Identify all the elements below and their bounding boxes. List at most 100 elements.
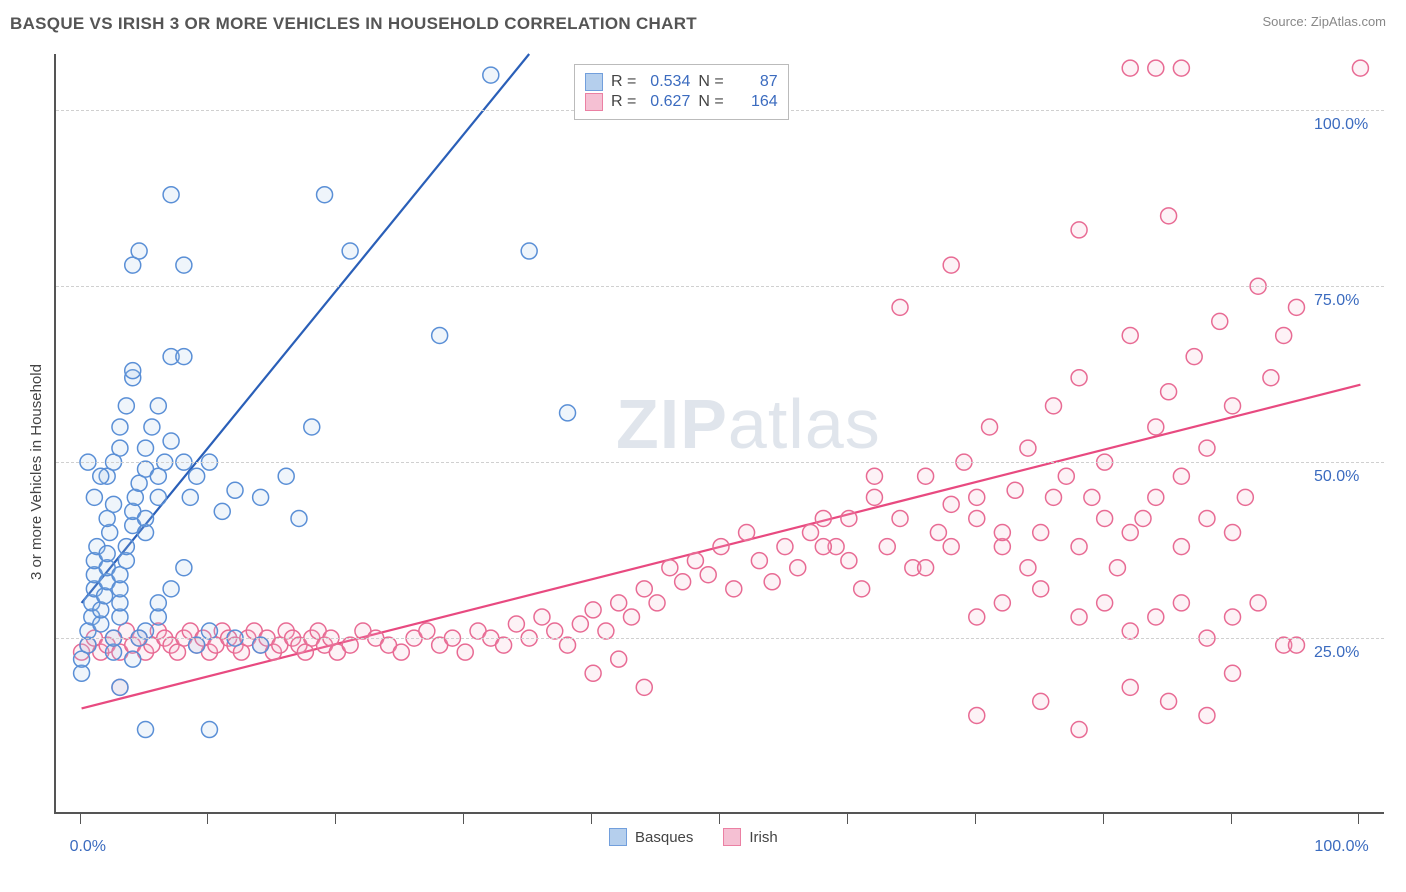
data-point: [1033, 525, 1049, 541]
data-point: [1237, 489, 1253, 505]
data-point: [144, 419, 160, 435]
data-point: [572, 616, 588, 632]
data-point: [125, 651, 141, 667]
data-point: [918, 560, 934, 576]
data-point: [1020, 440, 1036, 456]
data-point: [1199, 440, 1215, 456]
data-point: [585, 665, 601, 681]
data-point: [969, 510, 985, 526]
data-point: [700, 567, 716, 583]
data-point: [1225, 398, 1241, 414]
data-point: [118, 398, 134, 414]
stats-r-label: R =: [611, 73, 636, 91]
data-point: [176, 257, 192, 273]
data-point: [1122, 60, 1138, 76]
data-point: [102, 525, 118, 541]
legend-swatch: [609, 828, 627, 846]
y-tick-label: 25.0%: [1314, 644, 1359, 662]
data-point: [854, 581, 870, 597]
stats-n-label: N =: [698, 73, 723, 91]
data-point: [815, 539, 831, 555]
data-point: [611, 651, 627, 667]
data-point: [1225, 665, 1241, 681]
data-point: [163, 433, 179, 449]
data-point: [1071, 370, 1087, 386]
x-tick: [591, 814, 592, 824]
data-point: [1122, 327, 1138, 343]
data-point: [1122, 623, 1138, 639]
data-point: [1173, 539, 1189, 555]
data-point: [982, 419, 998, 435]
data-point: [1352, 60, 1368, 76]
data-point: [918, 468, 934, 484]
data-point: [189, 637, 205, 653]
data-point: [93, 468, 109, 484]
data-point: [1097, 595, 1113, 611]
data-point: [1148, 419, 1164, 435]
data-point: [930, 525, 946, 541]
data-point: [943, 496, 959, 512]
data-point: [496, 637, 512, 653]
data-point: [713, 539, 729, 555]
stats-n-value: 87: [732, 73, 778, 91]
data-point: [150, 595, 166, 611]
data-point: [687, 553, 703, 569]
data-point: [879, 539, 895, 555]
data-point: [131, 243, 147, 259]
data-point: [432, 327, 448, 343]
data-point: [1071, 539, 1087, 555]
data-point: [560, 405, 576, 421]
x-tick: [1103, 814, 1104, 824]
data-point: [1161, 384, 1177, 400]
legend-label: Basques: [635, 829, 693, 846]
data-point: [1225, 525, 1241, 541]
chart-title: BASQUE VS IRISH 3 OR MORE VEHICLES IN HO…: [10, 14, 697, 34]
data-point: [150, 468, 166, 484]
data-point: [393, 644, 409, 660]
data-point: [560, 637, 576, 653]
data-point: [1199, 707, 1215, 723]
data-point: [969, 489, 985, 505]
data-point: [994, 525, 1010, 541]
data-point: [943, 257, 959, 273]
data-point: [1173, 595, 1189, 611]
y-axis-label: 3 or more Vehicles in Household: [28, 364, 45, 580]
y-tick-label: 75.0%: [1314, 292, 1359, 310]
data-point: [969, 707, 985, 723]
data-point: [1046, 398, 1062, 414]
data-point: [534, 609, 550, 625]
data-point: [866, 468, 882, 484]
stats-n-value: 164: [732, 93, 778, 111]
x-tick: [207, 814, 208, 824]
data-point: [1161, 208, 1177, 224]
y-tick-label: 100.0%: [1314, 116, 1368, 134]
data-point: [112, 440, 128, 456]
data-point: [342, 243, 358, 259]
data-point: [483, 67, 499, 83]
scatter-svg: [56, 54, 1386, 814]
data-point: [304, 419, 320, 435]
x-tick: [1231, 814, 1232, 824]
x-axis-left-label: 0.0%: [70, 838, 106, 856]
data-point: [1288, 637, 1304, 653]
data-point: [1084, 489, 1100, 505]
x-tick: [463, 814, 464, 824]
data-point: [508, 616, 524, 632]
plot-area: ZIPatlas: [54, 54, 1384, 814]
stats-row: R =0.534N =87: [585, 73, 778, 91]
data-point: [1007, 482, 1023, 498]
legend-bottom: BasquesIrish: [609, 828, 778, 846]
x-tick: [335, 814, 336, 824]
x-axis-right-label: 100.0%: [1314, 838, 1368, 856]
data-point: [1212, 313, 1228, 329]
data-point: [1173, 60, 1189, 76]
data-point: [163, 187, 179, 203]
x-tick: [719, 814, 720, 824]
data-point: [317, 187, 333, 203]
stats-r-label: R =: [611, 93, 636, 111]
data-point: [1148, 489, 1164, 505]
data-point: [99, 546, 115, 562]
data-point: [892, 299, 908, 315]
data-point: [994, 595, 1010, 611]
data-point: [943, 539, 959, 555]
